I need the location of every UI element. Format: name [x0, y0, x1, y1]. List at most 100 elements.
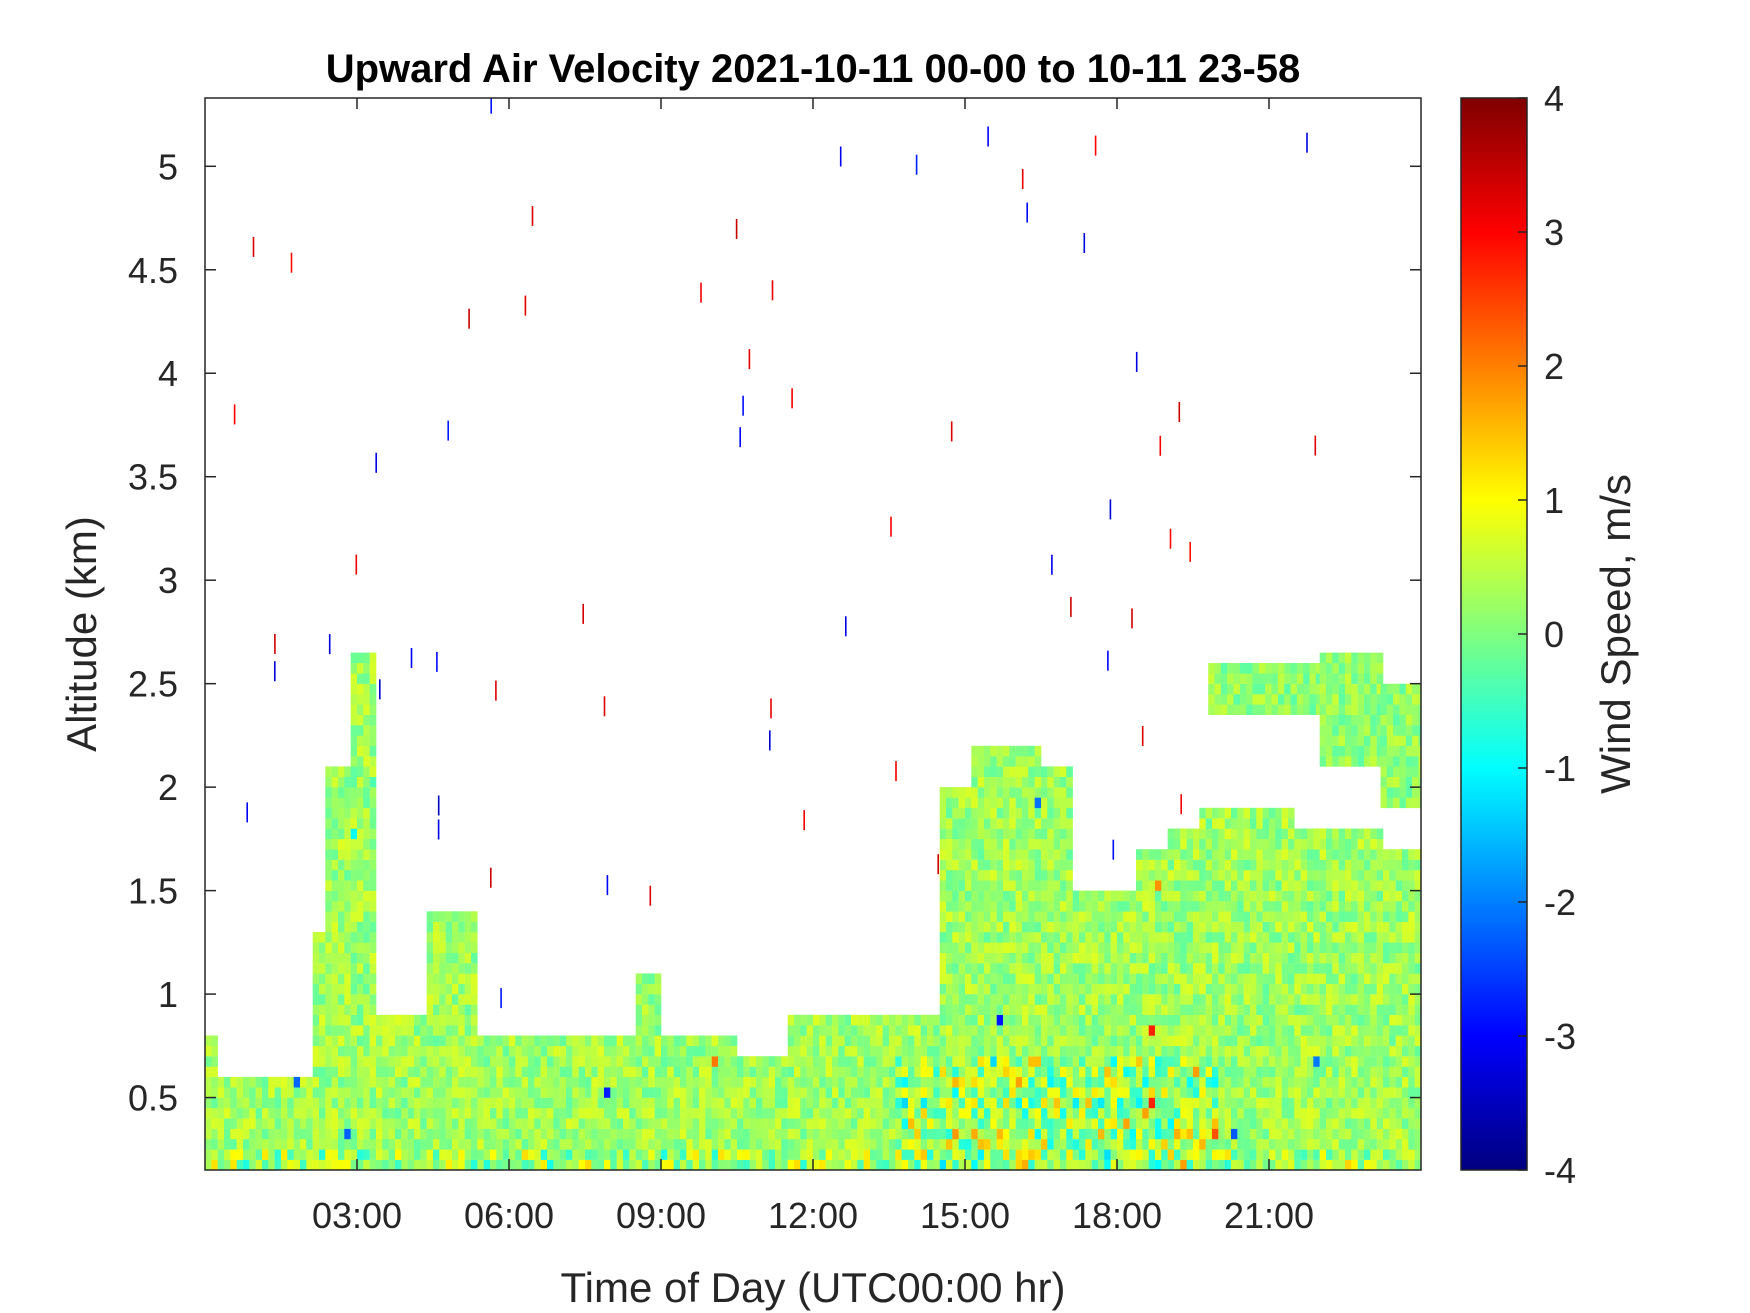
heatmap-cell: [1034, 1025, 1042, 1036]
heatmap-cell: [211, 1118, 218, 1129]
heatmap-cell: [1370, 756, 1377, 767]
heatmap-cell: [572, 1076, 579, 1088]
heatmap-cell: [1161, 1066, 1168, 1078]
heatmap-cell: [490, 1045, 497, 1057]
heatmap-cell: [325, 1004, 332, 1015]
heatmap-cell: [1098, 1025, 1105, 1036]
heatmap-cell: [1079, 1066, 1086, 1078]
heatmap-cell: [1262, 880, 1270, 891]
heatmap-cell: [844, 1149, 852, 1160]
heatmap-cell: [996, 1139, 1004, 1150]
heatmap-cell: [813, 1128, 820, 1140]
heatmap-cell: [800, 1118, 807, 1129]
heatmap-cell: [1015, 1128, 1023, 1140]
heatmap-cell: [1066, 1118, 1073, 1129]
heatmap-cell: [268, 1076, 275, 1088]
heatmap-cell: [1319, 932, 1327, 943]
heatmap-cell: [1351, 1025, 1358, 1036]
heatmap-cell: [1003, 973, 1010, 984]
heatmap-cell: [1072, 1097, 1080, 1109]
heatmap-cell: [1117, 1097, 1124, 1109]
heatmap-cell: [1003, 901, 1010, 912]
heatmap-cell: [1034, 952, 1042, 964]
heatmap-cell: [331, 1025, 339, 1036]
heatmap-cell: [1281, 1035, 1289, 1047]
heatmap-cell: [464, 1025, 472, 1036]
heatmap-cell: [680, 1056, 687, 1067]
heatmap-cell: [939, 818, 947, 829]
heatmap-cell: [1338, 869, 1346, 881]
heatmap-sparse-return: [1159, 435, 1162, 456]
heatmap-cell: [344, 942, 351, 953]
heatmap-cell: [1123, 952, 1130, 964]
heatmap-cell: [1022, 797, 1029, 809]
heatmap-cell: [1022, 901, 1029, 912]
heatmap-cell: [1351, 1066, 1358, 1078]
heatmap-cell: [325, 901, 332, 912]
heatmap-cell: [1142, 1107, 1149, 1119]
heatmap-cell: [952, 983, 959, 995]
heatmap-cell: [1174, 1149, 1181, 1160]
heatmap-cell: [1186, 1014, 1194, 1026]
heatmap-cell: [1338, 735, 1346, 746]
heatmap-cell: [1237, 973, 1244, 984]
heatmap-cell: [876, 1128, 883, 1140]
heatmap-cell: [1034, 973, 1042, 984]
heatmap-cell: [1174, 911, 1181, 922]
heatmap-cell: [287, 1107, 294, 1119]
heatmap-cell: [1364, 714, 1371, 726]
heatmap-cell: [1186, 1056, 1194, 1067]
heatmap-cell: [692, 1076, 700, 1088]
heatmap-cell: [325, 1087, 332, 1098]
heatmap-cell: [1041, 1025, 1048, 1036]
heatmap-cell: [1408, 849, 1415, 860]
heatmap-cell: [1079, 1025, 1086, 1036]
heatmap-cell: [1009, 1128, 1016, 1140]
heatmap-cell: [1357, 952, 1365, 964]
heatmap-cell: [306, 1107, 313, 1119]
heatmap-cell: [1296, 694, 1304, 705]
heatmap-cell: [984, 828, 991, 840]
heatmap-cell: [1288, 869, 1295, 881]
heatmap-cell: [1231, 942, 1238, 953]
heatmap-cell: [1053, 963, 1061, 974]
heatmap-cell: [401, 1128, 408, 1140]
heatmap-cell: [1288, 1097, 1295, 1109]
heatmap-cell: [597, 1045, 605, 1057]
heatmap-cell: [1256, 1107, 1263, 1119]
heatmap-cell: [464, 952, 472, 964]
heatmap-cell: [426, 1056, 434, 1067]
heatmap-cell: [369, 1118, 377, 1129]
heatmap-cell: [566, 1035, 573, 1047]
heatmap-cell: [1288, 890, 1295, 902]
heatmap-cell: [1142, 1159, 1149, 1170]
heatmap-cell: [1338, 932, 1346, 943]
heatmap-cell: [648, 973, 655, 984]
heatmap-cell: [1079, 921, 1086, 933]
heatmap-sparse-return: [1107, 650, 1109, 671]
heatmap-cell: [572, 1066, 579, 1078]
heatmap-cell: [1351, 1035, 1358, 1047]
heatmap-cell: [648, 1128, 655, 1140]
heatmap-cell: [1357, 704, 1365, 715]
heatmap-cell: [1275, 890, 1282, 902]
heatmap-cell: [1091, 1118, 1099, 1129]
heatmap-cell: [363, 1107, 370, 1119]
heatmap-cell: [946, 797, 953, 809]
heatmap-cell: [781, 1097, 788, 1109]
heatmap-cell: [1148, 983, 1156, 995]
heatmap-cell: [1275, 963, 1282, 974]
heatmap-cell: [1174, 1139, 1181, 1150]
heatmap-cell: [1205, 890, 1213, 902]
heatmap-cell: [578, 1097, 586, 1109]
heatmap-sparse-return: [274, 661, 276, 682]
heatmap-cell: [1239, 683, 1247, 695]
heatmap-cell: [357, 652, 364, 664]
heatmap-cell: [1208, 673, 1215, 684]
heatmap-cell: [1269, 849, 1276, 860]
heatmap-cell: [794, 1035, 801, 1047]
heatmap-cell: [844, 1159, 852, 1170]
heatmap-cell: [1009, 911, 1016, 922]
heatmap-cell: [1155, 1139, 1162, 1150]
heatmap-cell: [819, 1076, 826, 1088]
